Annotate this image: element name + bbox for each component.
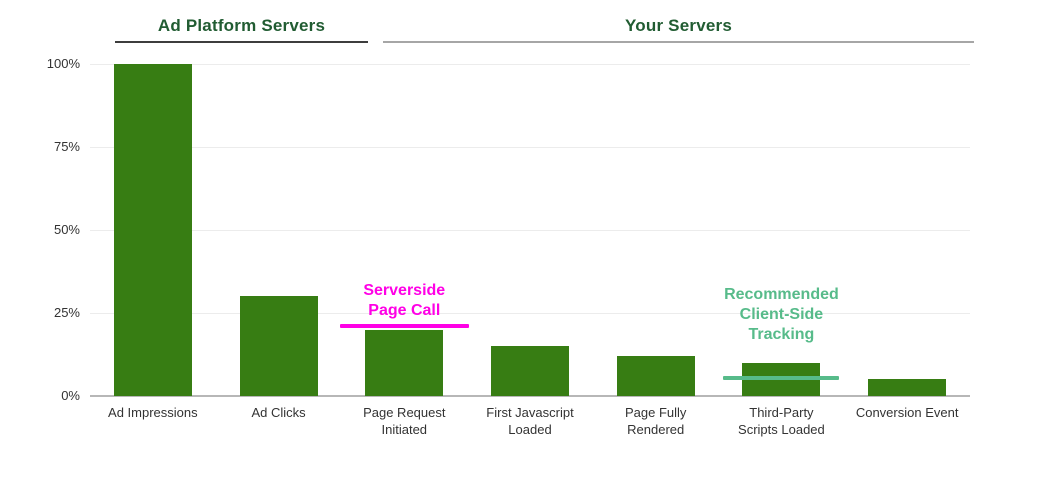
bar-first-javascript-loaded[interactable] xyxy=(491,346,569,396)
x-axis-label-ad-clicks: Ad Clicks xyxy=(221,404,337,421)
group-header-ad-platform-servers: Ad Platform Servers xyxy=(115,13,368,43)
x-axis-label-line: First Javascript xyxy=(486,405,574,420)
annotation-recommended-client-side-tracking: Recommended Client-Side Tracking xyxy=(681,285,881,345)
annotation-text-line: Client-Side xyxy=(739,305,824,323)
x-axis-label-page-fully-rendered: Page Fully Rendered xyxy=(598,404,714,438)
x-axis-label-line: Ad Clicks xyxy=(251,405,306,420)
y-tick-label: 50% xyxy=(53,222,80,237)
gridline-25 xyxy=(90,313,970,314)
x-axis-label-line: Loaded xyxy=(508,422,552,437)
group-header-label: Your Servers xyxy=(625,16,732,35)
bar-page-fully-rendered[interactable] xyxy=(616,356,695,396)
x-axis-label-line: Third-Party xyxy=(749,405,814,420)
x-axis-label-first-javascript-loaded: First Javascript Loaded xyxy=(472,404,588,438)
x-axis-label-page-request-initiated: Page Request Initiated xyxy=(346,404,462,438)
group-header-underline xyxy=(383,41,974,43)
x-axis-label-conversion-event: Conversion Event xyxy=(849,404,965,421)
x-axis-label-line: Page Request xyxy=(363,405,446,420)
x-axis-label-line: Conversion Event xyxy=(855,405,959,420)
annotation-text-line: Serverside xyxy=(363,282,446,300)
y-tick-label: 0% xyxy=(61,388,80,403)
gridline-50 xyxy=(90,230,970,231)
annotation-text-line: Tracking xyxy=(748,325,815,343)
x-axis-label-line: Initiated xyxy=(381,422,428,437)
bar-conversion-event[interactable] xyxy=(868,379,947,396)
x-axis-label-line: Rendered xyxy=(627,422,685,437)
bar-ad-impressions[interactable] xyxy=(113,64,192,396)
bar-page-request-initiated[interactable] xyxy=(365,329,444,396)
y-tick-label: 75% xyxy=(53,139,80,154)
annotation-line-recommended-client-side-tracking xyxy=(723,375,840,380)
group-header-label: Ad Platform Servers xyxy=(157,16,326,35)
gridline-75 xyxy=(90,147,970,148)
bar-ad-clicks[interactable] xyxy=(239,296,318,396)
x-axis-line xyxy=(90,395,970,397)
group-header-underline xyxy=(115,41,368,43)
x-axis-label-third-party-scripts-loaded: Third-Party Scripts Loaded xyxy=(723,404,839,438)
annotation-serverside-page-call: Serverside Page Call xyxy=(304,281,504,321)
annotation-text-line: Recommended xyxy=(724,285,839,303)
x-axis-label-ad-impressions: Ad Impressions xyxy=(95,404,211,421)
x-axis-label-line: Page Fully xyxy=(624,405,687,420)
x-axis-label-line: Ad Impressions xyxy=(108,405,198,420)
y-tick-label: 25% xyxy=(53,305,80,320)
y-tick-label: 100% xyxy=(46,56,80,71)
group-header-your-servers: Your Servers xyxy=(383,13,974,43)
annotation-text-line: Page Call xyxy=(368,302,441,320)
x-axis-label-line: Scripts Loaded xyxy=(738,422,825,437)
gridline-100 xyxy=(90,64,970,65)
annotation-line-serverside-page-call xyxy=(339,324,469,329)
